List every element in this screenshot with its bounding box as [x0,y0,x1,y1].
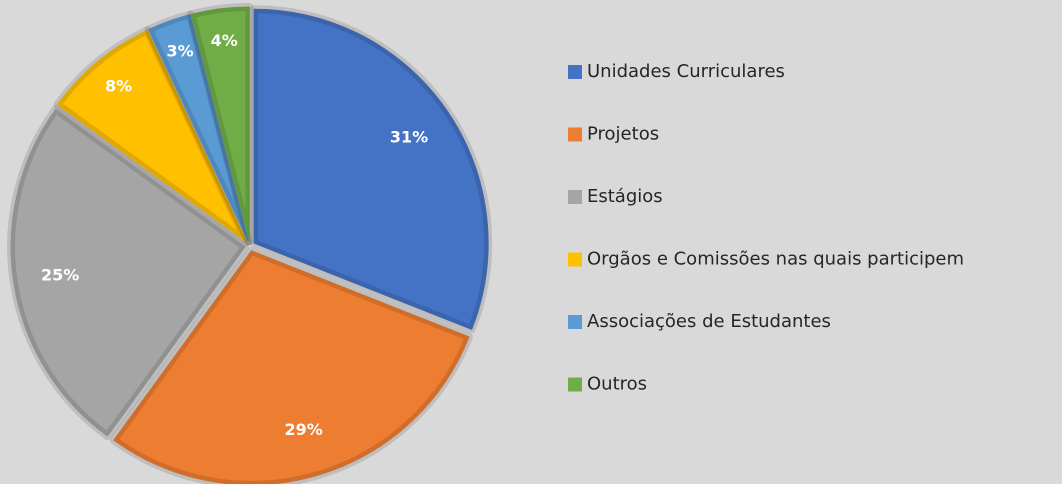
slice-edge [250,5,493,334]
data-label: 8% [105,77,132,96]
slice-edge [144,10,253,246]
pie-slice [113,250,470,484]
legend-swatch [568,377,582,392]
legend-label: Associações de Estudantes [587,311,831,332]
data-label: 31% [390,127,428,146]
legend-swatch [568,190,582,204]
slice-edge [187,3,254,246]
pie-slice [190,6,250,242]
legend-swatch [568,127,582,142]
pie-slice [253,8,489,330]
pie-slice [56,29,248,243]
legend-label: Outros [587,374,647,395]
data-label: 4% [211,31,238,50]
legend-label: Estágios [587,186,663,207]
pie-slice [148,14,249,242]
slice-edge [53,26,251,247]
legend-swatch [568,315,582,329]
data-label: 25% [41,266,79,285]
data-label: 3% [167,41,194,60]
legend-label: Projetos [587,124,659,145]
data-label: 29% [284,420,322,439]
legend-swatch [568,252,582,267]
legend-label: Unidades Curriculares [587,61,785,82]
slice-edge [7,105,250,441]
pie-slice [10,108,246,437]
legend-swatch [568,65,582,79]
slice-edge [109,246,473,484]
legend-label: Orgãos e Comissões nas quais participem [587,249,964,270]
